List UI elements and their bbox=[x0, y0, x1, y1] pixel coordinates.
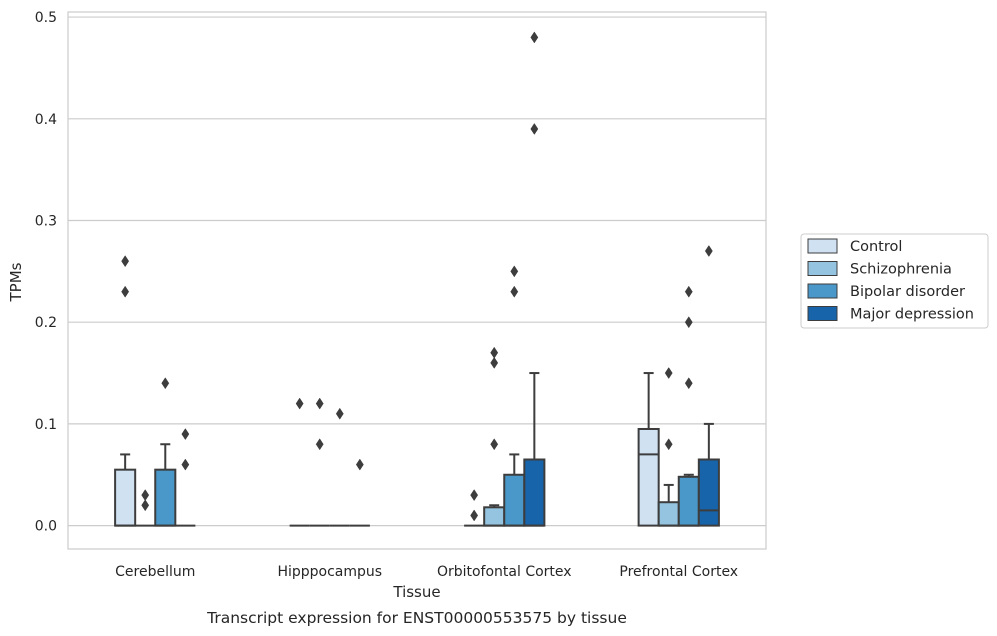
outlier-point bbox=[315, 438, 324, 451]
outlier-point bbox=[141, 499, 150, 512]
chart-caption: Transcript expression for ENST0000055357… bbox=[206, 609, 627, 627]
outlier-point bbox=[470, 509, 479, 522]
x-tick-label: Orbitofontal Cortex bbox=[437, 564, 572, 580]
box-body bbox=[483, 506, 506, 527]
box-1-2 bbox=[483, 346, 506, 527]
legend-swatch bbox=[807, 283, 838, 299]
box-body bbox=[503, 473, 526, 527]
box-body bbox=[523, 458, 546, 527]
legend-label: Schizophrenia bbox=[850, 262, 952, 278]
box-1-1 bbox=[309, 397, 330, 527]
legend-item: Major depression bbox=[807, 306, 974, 323]
outlier-point bbox=[490, 356, 499, 369]
legend-label: Control bbox=[850, 239, 902, 255]
y-tick-labels: 0.0 0.1 0.2 0.3 0.4 0.5 bbox=[35, 10, 57, 535]
legend-item: Control bbox=[807, 238, 902, 255]
outlier-point bbox=[684, 377, 693, 390]
outlier-point bbox=[161, 377, 170, 390]
box-2-0 bbox=[154, 377, 177, 527]
outlier-point bbox=[684, 316, 693, 329]
x-tick-label: Prefrontal Cortex bbox=[619, 564, 738, 580]
legend-label: Bipolar disorder bbox=[850, 284, 965, 300]
box-body bbox=[114, 468, 137, 527]
outlier-point bbox=[530, 31, 539, 44]
outlier-point bbox=[315, 397, 324, 410]
box-3-0 bbox=[175, 428, 196, 527]
box-2-2 bbox=[503, 265, 526, 527]
box-2-1 bbox=[329, 407, 350, 527]
legend-swatch bbox=[807, 238, 838, 254]
outlier-point bbox=[664, 438, 673, 451]
box-3-1 bbox=[349, 458, 370, 527]
y-tick-label: 0.2 bbox=[35, 315, 57, 331]
y-tick-label: 0.1 bbox=[35, 417, 57, 433]
box-0-3 bbox=[637, 372, 660, 527]
box-0-2 bbox=[464, 489, 485, 527]
box-1-0 bbox=[135, 489, 156, 527]
outlier-point bbox=[335, 407, 344, 420]
box-body bbox=[697, 458, 720, 527]
box-body bbox=[154, 468, 177, 527]
plot-area bbox=[67, 11, 767, 550]
box-body bbox=[657, 501, 680, 527]
outlier-point bbox=[295, 397, 304, 410]
outlier-point bbox=[510, 285, 519, 298]
outlier-point bbox=[490, 346, 499, 359]
x-tick-labels: Cerebellum Hipppocampus Orbitofontal Corte… bbox=[115, 564, 738, 580]
legend-item: Schizophrenia bbox=[807, 261, 952, 278]
x-axis-title: Tissue bbox=[392, 583, 440, 601]
box-3-3 bbox=[697, 245, 720, 527]
y-tick-label: 0.3 bbox=[35, 213, 57, 229]
outlier-point bbox=[121, 255, 130, 268]
box-0-0 bbox=[114, 255, 137, 527]
outlier-point bbox=[510, 265, 519, 278]
box-1-3 bbox=[657, 367, 680, 527]
y-tick-label: 0.5 bbox=[35, 10, 57, 26]
outlier-point bbox=[490, 438, 499, 451]
box-body bbox=[677, 475, 700, 527]
box-body bbox=[637, 427, 660, 527]
legend-item: Bipolar disorder bbox=[807, 283, 965, 300]
legend-swatch bbox=[807, 261, 838, 276]
outlier-point bbox=[181, 428, 190, 441]
box-series bbox=[114, 31, 720, 527]
outlier-point bbox=[530, 123, 539, 135]
outlier-point bbox=[470, 489, 479, 502]
outlier-point bbox=[704, 245, 713, 257]
box-0-1 bbox=[289, 397, 310, 527]
legend-swatch bbox=[807, 306, 838, 321]
y-tick-label: 0.0 bbox=[35, 519, 57, 535]
legend-frame bbox=[800, 233, 989, 329]
outlier-point bbox=[664, 367, 673, 380]
y-tick-label: 0.4 bbox=[35, 112, 57, 128]
x-tick-label: Hipppocampus bbox=[277, 564, 382, 580]
box-3-2 bbox=[523, 31, 546, 527]
y-axis-title: TPMs bbox=[7, 262, 25, 302]
legend-label: Major depression bbox=[850, 307, 974, 323]
outlier-point bbox=[141, 489, 150, 502]
outlier-point bbox=[181, 458, 190, 471]
legend: Control Schizophrenia Bipolar disorder Majo… bbox=[800, 233, 989, 329]
outlier-point bbox=[121, 285, 130, 298]
outlier-point bbox=[355, 458, 364, 471]
x-tick-label: Cerebellum bbox=[115, 564, 195, 580]
outlier-point bbox=[684, 285, 693, 298]
